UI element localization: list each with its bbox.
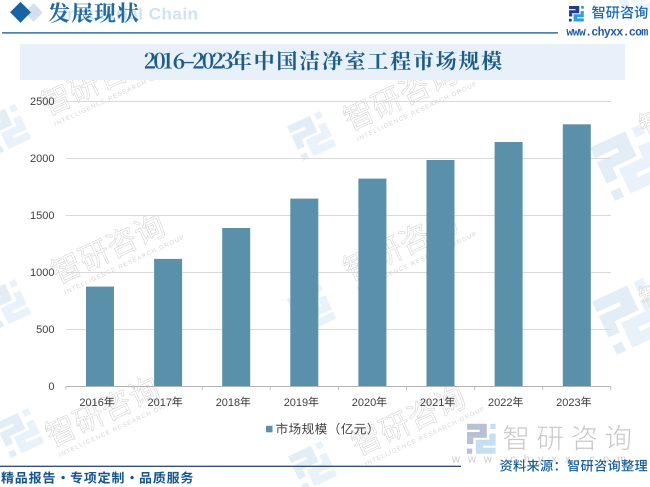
svg-text:500: 500 xyxy=(36,324,54,336)
svg-text:2017: 2017 xyxy=(148,397,172,409)
svg-text:0: 0 xyxy=(48,381,54,393)
svg-text:2020: 2020 xyxy=(352,397,376,409)
svg-text:2021: 2021 xyxy=(420,397,444,409)
svg-text:www.chyxx.com: www.chyxx.com xyxy=(451,454,634,466)
svg-text:2022: 2022 xyxy=(488,397,512,409)
svg-text:2500: 2500 xyxy=(30,96,54,108)
svg-text:1000: 1000 xyxy=(30,267,54,279)
svg-text:1500: 1500 xyxy=(30,210,54,222)
svg-text:2018: 2018 xyxy=(216,397,240,409)
svg-text:2019: 2019 xyxy=(284,397,308,409)
svg-text:www.chyxx.com: www.chyxx.com xyxy=(566,27,648,40)
svg-text:2000: 2000 xyxy=(30,153,54,165)
svg-text:2023: 2023 xyxy=(556,397,580,409)
svg-text:2016: 2016 xyxy=(79,397,103,409)
